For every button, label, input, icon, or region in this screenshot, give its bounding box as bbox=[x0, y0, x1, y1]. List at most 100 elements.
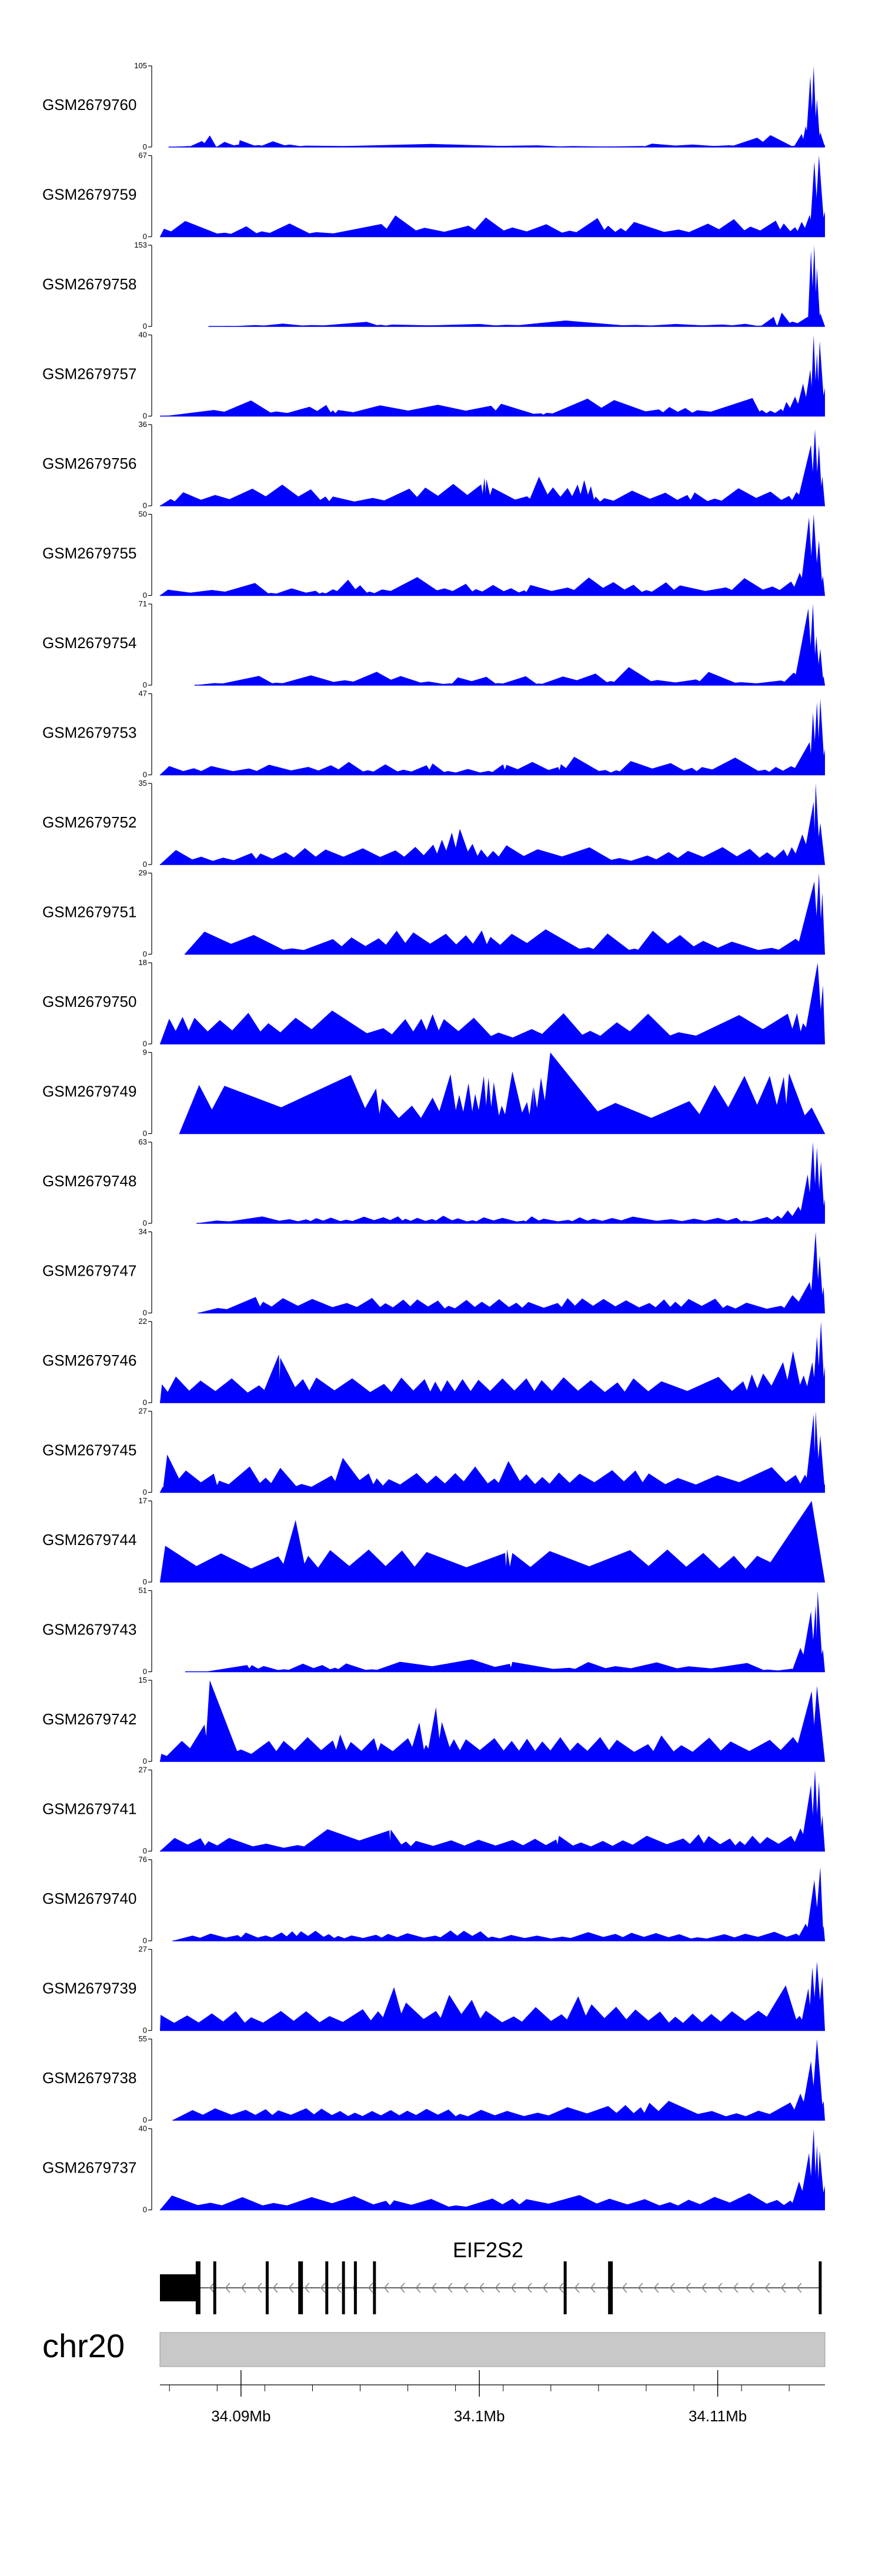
y-min-label: 0 bbox=[143, 1847, 147, 1856]
sample-label: GSM2679751 bbox=[42, 903, 136, 921]
y-min-label: 0 bbox=[143, 1667, 147, 1676]
coverage-peak bbox=[796, 445, 815, 506]
coverage-peak bbox=[534, 1839, 559, 1851]
strand-arrow bbox=[717, 2283, 723, 2293]
coverage-peak bbox=[506, 321, 636, 326]
coverage-peak bbox=[820, 388, 825, 416]
coverage-peak bbox=[383, 1216, 406, 1223]
y-min-label: 0 bbox=[143, 860, 147, 869]
coverage-peak bbox=[777, 312, 793, 326]
coverage-peak bbox=[216, 1216, 290, 1223]
coverage-peak bbox=[512, 1667, 589, 1672]
coverage-peak bbox=[760, 316, 777, 326]
coverage-peak bbox=[717, 1217, 744, 1223]
coverage-peak bbox=[792, 316, 811, 326]
strand-arrow bbox=[272, 2283, 278, 2293]
coverage-peak bbox=[817, 2101, 825, 2120]
coverage-peak bbox=[258, 141, 290, 147]
coverage-peak bbox=[472, 1664, 513, 1672]
sample-label: GSM2679757 bbox=[42, 365, 136, 383]
y-min-label: 0 bbox=[143, 1757, 147, 1766]
y-max-label: 22 bbox=[139, 1317, 147, 1326]
coverage-peak bbox=[372, 488, 426, 506]
coverage-peak bbox=[814, 268, 821, 326]
strand-arrow bbox=[637, 2283, 643, 2293]
utr-block bbox=[160, 2274, 198, 2301]
coverage-peak bbox=[492, 496, 539, 506]
coverage-peak bbox=[821, 1199, 825, 1223]
coverage-peak bbox=[329, 2009, 378, 2031]
coverage-peak bbox=[292, 939, 352, 955]
coverage-track: GSM2679757 40 0 bbox=[42, 331, 825, 421]
coverage-peak bbox=[432, 1074, 459, 1134]
coverage-peak bbox=[309, 405, 333, 416]
coverage-track: GSM2679746 22 0 bbox=[42, 1317, 825, 1407]
strand-arrow bbox=[225, 2283, 230, 2293]
coverage-track: GSM2679741 27 0 bbox=[42, 1766, 825, 1856]
coverage-peak bbox=[376, 676, 429, 685]
y-min-label: 0 bbox=[143, 2026, 147, 2035]
sample-label: GSM2679755 bbox=[42, 545, 136, 562]
coverage-peak bbox=[817, 1649, 825, 1672]
coverage-track: GSM2679756 36 0 bbox=[42, 420, 825, 510]
coverage-peak bbox=[791, 742, 813, 775]
coverage-peak bbox=[224, 1075, 376, 1134]
y-min-label: 0 bbox=[143, 591, 147, 600]
coverage-peak bbox=[757, 1501, 825, 1582]
exon-block bbox=[373, 2261, 376, 2314]
y-max-label: 27 bbox=[139, 1407, 147, 1416]
coverage-peak bbox=[330, 762, 368, 775]
coverage-peak bbox=[818, 1815, 825, 1851]
y-max-label: 35 bbox=[139, 779, 147, 788]
coverage-peak bbox=[303, 1665, 335, 1672]
coverage-peak bbox=[491, 403, 542, 416]
coverage-peak bbox=[615, 1662, 689, 1672]
coverage-peak bbox=[820, 1484, 825, 1493]
coverage-track: GSM2679749 9 0 bbox=[42, 1048, 825, 1138]
coverage-track: GSM2679737 40 0 bbox=[42, 2124, 825, 2214]
coverage-peak bbox=[701, 758, 766, 775]
coverage-track: GSM2679754 71 0 bbox=[42, 599, 825, 689]
y-max-label: 15 bbox=[139, 1676, 147, 1684]
coverage-peak bbox=[328, 1830, 391, 1851]
coverage-peak bbox=[719, 1381, 752, 1403]
tick-label: 34.11Mb bbox=[689, 2407, 747, 2425]
sample-label: GSM2679753 bbox=[42, 724, 136, 742]
coverage-peak bbox=[817, 1161, 825, 1223]
coverage-peak bbox=[821, 1366, 825, 1403]
y-min-label: 0 bbox=[143, 1936, 147, 1945]
sample-label: GSM2679752 bbox=[42, 813, 136, 831]
coverage-peak bbox=[569, 218, 609, 237]
sample-label: GSM2679749 bbox=[42, 1083, 136, 1100]
coverage-peak bbox=[816, 1256, 824, 1313]
y-max-label: 40 bbox=[139, 331, 147, 339]
coverage-peak bbox=[820, 676, 825, 685]
coverage-peak bbox=[204, 935, 293, 955]
sample-label: GSM2679739 bbox=[42, 1980, 136, 1997]
y-min-label: 0 bbox=[143, 2115, 147, 2124]
coverage-track: GSM2679760 105 0 bbox=[42, 61, 825, 151]
coverage-peak bbox=[407, 1722, 426, 1761]
coverage-peak bbox=[214, 676, 276, 685]
coverage-peak bbox=[758, 1985, 800, 2031]
coverage-peak bbox=[820, 145, 825, 147]
coverage-peak bbox=[426, 1707, 442, 1761]
coverage-peak bbox=[722, 323, 761, 326]
coverage-peak bbox=[549, 1550, 667, 1582]
coverage-peak bbox=[466, 930, 491, 955]
coverage-peak bbox=[813, 99, 821, 147]
coverage-peak bbox=[818, 576, 825, 596]
coverage-peak bbox=[278, 1520, 309, 1582]
coverage-peak bbox=[443, 1017, 499, 1044]
y-max-label: 63 bbox=[139, 1137, 147, 1146]
coverage-peak bbox=[449, 2000, 486, 2031]
y-min-label: 0 bbox=[143, 680, 147, 689]
coverage-peak bbox=[335, 1663, 372, 1672]
sample-label: GSM2679759 bbox=[42, 186, 136, 203]
y-max-label: 76 bbox=[139, 1855, 147, 1864]
coverage-peak bbox=[400, 681, 451, 685]
coverage-peak bbox=[665, 495, 695, 506]
strand-arrow bbox=[415, 2283, 421, 2293]
strand-arrow bbox=[240, 2283, 246, 2293]
coverage-peak bbox=[311, 322, 381, 326]
